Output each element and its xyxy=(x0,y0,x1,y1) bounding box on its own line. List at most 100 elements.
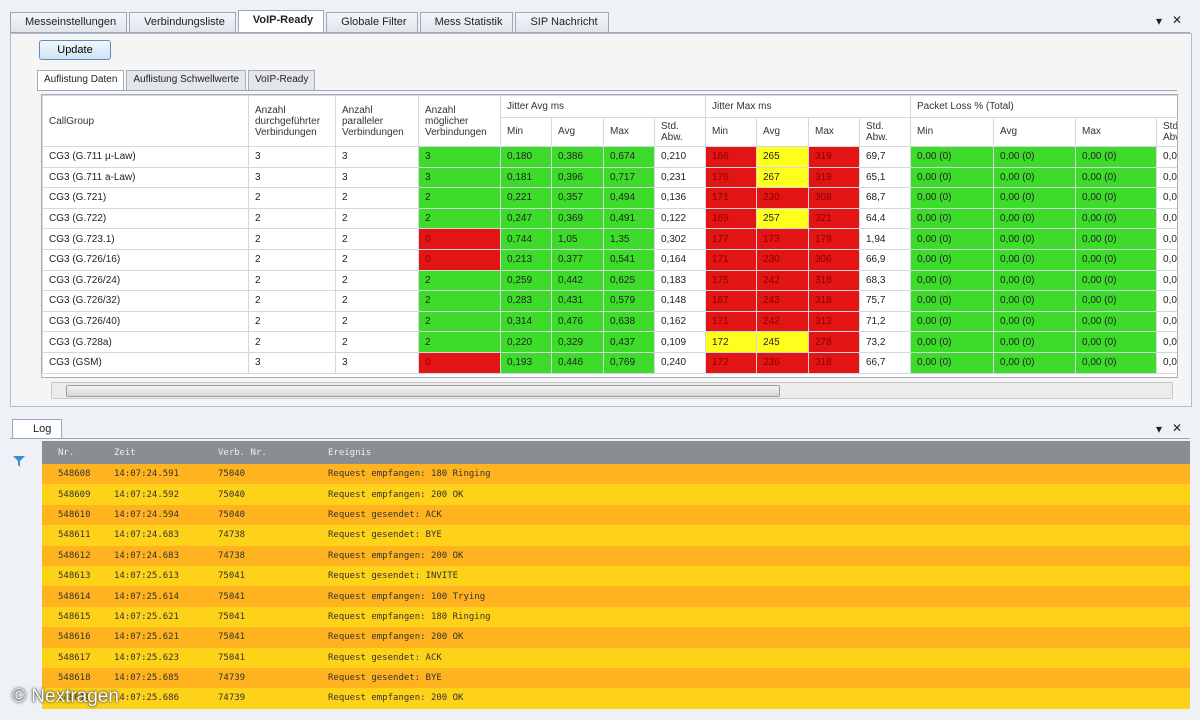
log-row[interactable]: 548618 14:07:25.685 74739 Request gesendet:… xyxy=(42,667,1190,689)
cell: 0,437 xyxy=(603,331,655,353)
cell: 0,164 xyxy=(654,248,706,271)
column-header: CallGroup xyxy=(42,95,249,147)
cell: 0,0 xyxy=(1156,331,1177,353)
log-row[interactable]: 548617 14:07:25.623 75041 Request gesendet:… xyxy=(42,647,1190,668)
data-row[interactable]: CG3 (G.726/16) 2 2 0 0,213 0,377 0,541 0,164 171… xyxy=(42,248,1177,271)
cell: 64,4 xyxy=(858,207,912,230)
dropdown-icon[interactable]: ▾ xyxy=(1156,422,1163,436)
log-cell: Request empfangen: 200 OK xyxy=(328,489,464,500)
cell: 0,00 (0) xyxy=(1075,187,1158,209)
watermark: © Nextragen xyxy=(12,686,119,707)
log-cell: 548609 xyxy=(58,489,91,500)
cell: 3 xyxy=(418,166,501,189)
data-row[interactable]: CG3 (G.711 a-Law) 3 3 3 0,181 0,396 0,717 0,231… xyxy=(42,166,1177,189)
cell: 245 xyxy=(756,331,809,353)
log-row[interactable]: 548608 14:07:24.591 75040 Request empfangen… xyxy=(42,464,1190,485)
tab[interactable]: Messeinstellungen xyxy=(10,12,128,32)
data-row[interactable]: CG3 (G.723.1) 2 2 0 0,744 1,05 1,35 0,302 177 173… xyxy=(42,228,1177,250)
cell: CG3 (G.711 a-Law) xyxy=(42,166,249,189)
data-row[interactable]: CG3 (G.726/40) 2 2 2 0,314 0,476 0,638 0,162 171… xyxy=(42,310,1177,333)
scroll-thumb[interactable] xyxy=(66,385,780,397)
cell: 0,541 xyxy=(603,248,655,271)
log-row[interactable]: 548611 14:07:24.683 74738 Request gesendet:… xyxy=(42,525,1190,546)
cell: 171 xyxy=(705,248,757,271)
filter-icon[interactable] xyxy=(12,454,26,468)
cell: 230 xyxy=(756,187,809,209)
data-row[interactable]: CG3 (G.728a) 2 2 2 0,220 0,329 0,437 0,109 172 24… xyxy=(42,331,1177,353)
horizontal-scrollbar[interactable] xyxy=(51,382,1173,399)
cell: 0,00 (0) xyxy=(1075,166,1158,189)
close-icon[interactable]: ✕ xyxy=(1172,421,1183,435)
cell: 177 xyxy=(705,228,757,250)
log-row[interactable]: 548613 14:07:25.613 75041 Request gesendet:… xyxy=(42,565,1190,587)
log-cell: Request empfangen: 100 Trying xyxy=(328,591,486,602)
data-row[interactable]: CG3 (G.722) 2 2 2 0,247 0,369 0,491 0,122 169 257… xyxy=(42,207,1177,230)
cell: 66,7 xyxy=(858,351,912,374)
dropdown-icon[interactable]: ▾ xyxy=(1156,14,1163,28)
log-cell: 14:07:24.591 xyxy=(114,469,180,480)
cell: 0,00 (0) xyxy=(993,351,1077,374)
header-row: CallGroup Anzahl durchgeführter Verbindun… xyxy=(42,95,1177,147)
log-row[interactable]: 548614 14:07:25.614 75041 Request empfangen… xyxy=(42,586,1190,607)
data-row[interactable]: CG3 (GSM) 3 3 0 0,193 0,446 0,769 0,240 172 236 31… xyxy=(42,351,1177,374)
log-row[interactable]: 548619 14:07:25.686 74739 Request empfangen… xyxy=(42,688,1190,709)
cell: 0,386 xyxy=(551,146,604,168)
cell: 0,00 (0) xyxy=(1075,146,1158,168)
tab[interactable]: Mess Statistik xyxy=(419,12,514,32)
cell: 319 xyxy=(808,146,860,168)
tab[interactable]: VoIP-Ready xyxy=(237,10,325,32)
log-row[interactable]: 548612 14:07:24.683 74738 Request empfangen… xyxy=(42,545,1190,566)
column-header: Anzahl möglicher Verbindungen xyxy=(418,95,501,147)
sub-tab[interactable]: VoIP-Ready xyxy=(248,70,316,90)
sub-tab[interactable]: Auflistung Daten xyxy=(37,70,125,90)
log-cell: 14:07:25.621 xyxy=(114,611,180,622)
tab[interactable]: Verbindungsliste xyxy=(129,12,236,32)
cell: 0,579 xyxy=(603,290,655,312)
cell: 71,2 xyxy=(858,310,912,333)
log-cell: 548611 xyxy=(58,530,91,541)
data-grid: CallGroup Anzahl durchgeführter Verbindun… xyxy=(41,94,1178,378)
cell: 0,283 xyxy=(500,290,552,312)
data-row[interactable]: CG3 (G.726/32) 2 2 2 0,283 0,431 0,579 0,148 167… xyxy=(42,290,1177,312)
sub-column-header: Avg xyxy=(551,116,604,148)
cell: 308 xyxy=(808,187,860,209)
cell: 2 xyxy=(335,228,419,250)
data-row[interactable]: CG3 (G.711 µ-Law) 3 3 3 0,180 0,386 0,674 0,210… xyxy=(42,146,1177,168)
cell: 0 xyxy=(418,228,501,250)
cell: 2 xyxy=(335,207,419,230)
sub-column-header: Std. Abw. xyxy=(1156,116,1177,148)
cell: 0,00 (0) xyxy=(993,248,1077,271)
log-list: Nr. Zeit Verb. Nr. Ereignis 548608 14:07:24.5… xyxy=(42,441,1190,720)
cell: 0,220 xyxy=(500,331,552,353)
sub-column-header: Avg xyxy=(993,116,1077,148)
cell: 0,180 xyxy=(500,146,552,168)
cell: 0,00 (0) xyxy=(993,207,1077,230)
data-row[interactable]: CG3 (G.726/24) 2 2 2 0,259 0,442 0,625 0,183 175… xyxy=(42,269,1177,292)
cell: 2 xyxy=(418,269,501,292)
update-button[interactable]: Update xyxy=(39,40,111,60)
log-row[interactable]: 548616 14:07:25.621 75041 Request empfangen… xyxy=(42,627,1190,648)
close-icon[interactable]: ✕ xyxy=(1172,13,1183,27)
log-cell: 75041 xyxy=(218,632,246,643)
cell: 0,744 xyxy=(500,228,552,250)
data-row[interactable]: CG3 (G.721) 2 2 2 0,221 0,357 0,494 0,136 171 230… xyxy=(42,187,1177,209)
sub-tab[interactable]: Auflistung Schwellwerte xyxy=(126,70,246,90)
cell: 0,00 (0) xyxy=(910,228,995,250)
log-cell: Request gesendet: ACK xyxy=(328,652,442,663)
log-row[interactable]: 548615 14:07:25.621 75041 Request empfangen… xyxy=(42,606,1190,628)
tab[interactable]: SIP Nachricht xyxy=(515,12,609,32)
tab[interactable]: Globale Filter xyxy=(326,12,418,32)
cell: 3 xyxy=(248,146,336,168)
log-row[interactable]: 548609 14:07:24.592 75040 Request empfangen… xyxy=(42,484,1190,505)
cell: 3 xyxy=(248,351,336,374)
cell: 0,00 (0) xyxy=(993,310,1077,333)
log-cell: 14:07:25.686 xyxy=(114,693,180,704)
log-cell: 75041 xyxy=(218,652,246,663)
cell: CG3 (G.726/24) xyxy=(42,269,249,292)
log-cell: 14:07:25.614 xyxy=(114,591,180,602)
cell: 2 xyxy=(248,290,336,312)
log-row[interactable]: 548610 14:07:24.594 75040 Request gesendet:… xyxy=(42,504,1190,526)
cell: 0,0 xyxy=(1156,187,1177,209)
log-tab[interactable]: Log xyxy=(12,419,63,439)
